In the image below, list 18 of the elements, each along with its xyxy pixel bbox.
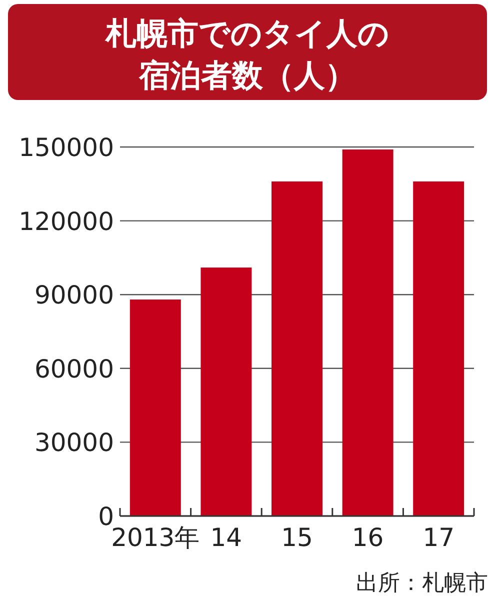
chart-title: 札幌市でのタイ人の宿泊者数（人） bbox=[104, 16, 390, 94]
y-tick-label: 150000 bbox=[18, 133, 114, 162]
bar bbox=[342, 149, 394, 516]
bar bbox=[272, 181, 322, 516]
bar bbox=[200, 268, 252, 516]
bar bbox=[413, 181, 464, 516]
y-tick-label: 30000 bbox=[34, 428, 114, 458]
x-tick-label: 14 bbox=[210, 523, 242, 552]
text: 出所：札幌市 bbox=[356, 571, 488, 596]
y-tick-label: 120000 bbox=[18, 206, 114, 236]
x-tick-label: 2013年 bbox=[111, 523, 200, 552]
y-tick-label: 90000 bbox=[34, 280, 114, 310]
x-tick-label: 16 bbox=[352, 523, 384, 552]
x-tick-label: 15 bbox=[281, 523, 313, 552]
bar bbox=[130, 300, 181, 516]
y-tick-label: 60000 bbox=[34, 354, 114, 384]
x-tick-label: 17 bbox=[422, 523, 455, 552]
y-tick-label: 0 bbox=[98, 502, 114, 531]
